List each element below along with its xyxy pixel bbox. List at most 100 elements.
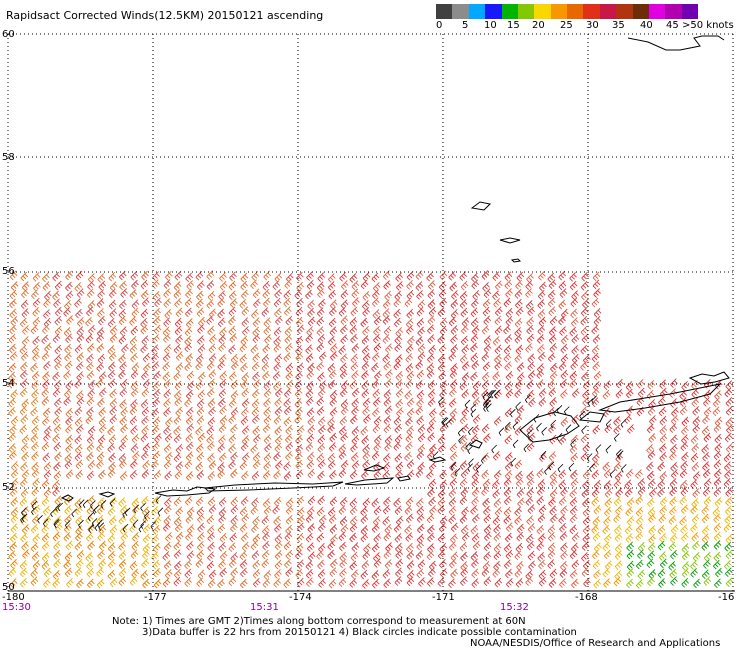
wind-barb [459,460,468,470]
wind-barb [53,549,62,560]
wind-barb [96,514,105,525]
wind-barb [693,578,701,589]
wind-barb [20,532,28,543]
wind-barb [86,560,94,570]
wind-barb [217,469,226,479]
wind-barb [467,463,473,472]
wind-barb [382,334,391,344]
wind-barb [559,568,568,578]
wind-barb [91,518,98,527]
wind-barb [31,500,38,510]
wind-barb [162,326,171,337]
wind-barb [527,353,536,364]
wind-barb [549,434,558,445]
wind-barb [514,459,523,470]
note-line: Note: 1) Times are GMT 2)Times along bot… [112,616,526,627]
wind-barb [119,415,128,426]
wind-barb [449,408,458,418]
wind-barb [494,315,503,326]
wind-barb [142,442,151,453]
wind-barb [461,406,470,417]
wind-barb [437,334,446,344]
wind-barb [208,343,217,354]
wind-barb [514,414,523,424]
wind-barb [124,507,131,517]
wind-barb [19,405,28,416]
wind-barb [635,469,643,479]
wind-barb [195,425,203,436]
wind-barb [549,505,557,516]
wind-barb [242,452,250,462]
wind-barb [8,362,17,373]
wind-barb [274,288,282,299]
wind-barb [615,487,624,498]
wind-barb [10,281,19,291]
wind-barb [262,343,271,354]
wind-barb [42,379,50,389]
wind-barb [470,333,479,344]
wind-barb [723,452,732,463]
wind-barb [571,388,580,398]
wind-barb [512,421,519,431]
wind-barb [274,540,283,551]
wind-barb [140,317,148,328]
wind-barb [208,369,217,380]
wind-barb [448,351,457,362]
wind-barb [165,532,173,542]
wind-barb [560,369,569,380]
wind-barb [206,560,215,571]
wind-barb [86,442,95,452]
wind-barb [64,504,72,515]
wind-barb [592,452,600,463]
figure-title: Rapidsact Corrected Winds(12.5KM) 201501… [6,9,324,22]
wind-barb [284,279,293,289]
color-swatch [616,4,633,19]
wind-barb [63,307,71,317]
wind-barb [604,488,613,498]
wind-barb [197,432,206,443]
wind-barb [714,433,723,444]
wind-barb [142,549,150,560]
wind-barb [251,309,259,319]
wind-barb [142,578,150,589]
wind-barb [461,361,470,371]
wind-barb [9,289,18,300]
wind-barb [219,280,228,291]
wind-barb [152,542,161,553]
wind-barb [492,271,501,282]
wind-barb [394,452,403,463]
wind-barb [152,559,161,570]
wind-barb [537,309,546,319]
color-swatch [485,4,502,19]
wind-barb [196,290,204,301]
wind-barb [395,558,404,569]
wind-barb [491,444,497,454]
wind-barb [64,567,73,578]
wind-barb [107,533,116,544]
wind-barb [274,434,283,445]
wind-barb [306,271,314,281]
wind-barb [54,325,63,336]
wind-barb [416,513,425,523]
wind-barb [42,518,49,527]
wind-barb [142,352,151,363]
coastline [578,411,605,423]
wind-barb [725,487,733,497]
wind-barb [373,342,382,353]
wind-barb [427,289,436,299]
wind-barb [723,477,732,488]
wind-barb [682,561,690,571]
wind-barb [94,522,101,532]
wind-barb [140,308,149,319]
wind-barb [504,334,513,344]
wind-barb [459,541,468,552]
wind-barb [119,471,128,481]
wind-barb [153,388,161,399]
wind-barb [52,290,60,301]
wind-barb [130,425,138,435]
wind-barb [41,441,50,452]
wind-barb [636,396,645,407]
wind-barb [613,416,621,426]
wind-barb [9,541,18,552]
wind-barb [504,532,513,543]
